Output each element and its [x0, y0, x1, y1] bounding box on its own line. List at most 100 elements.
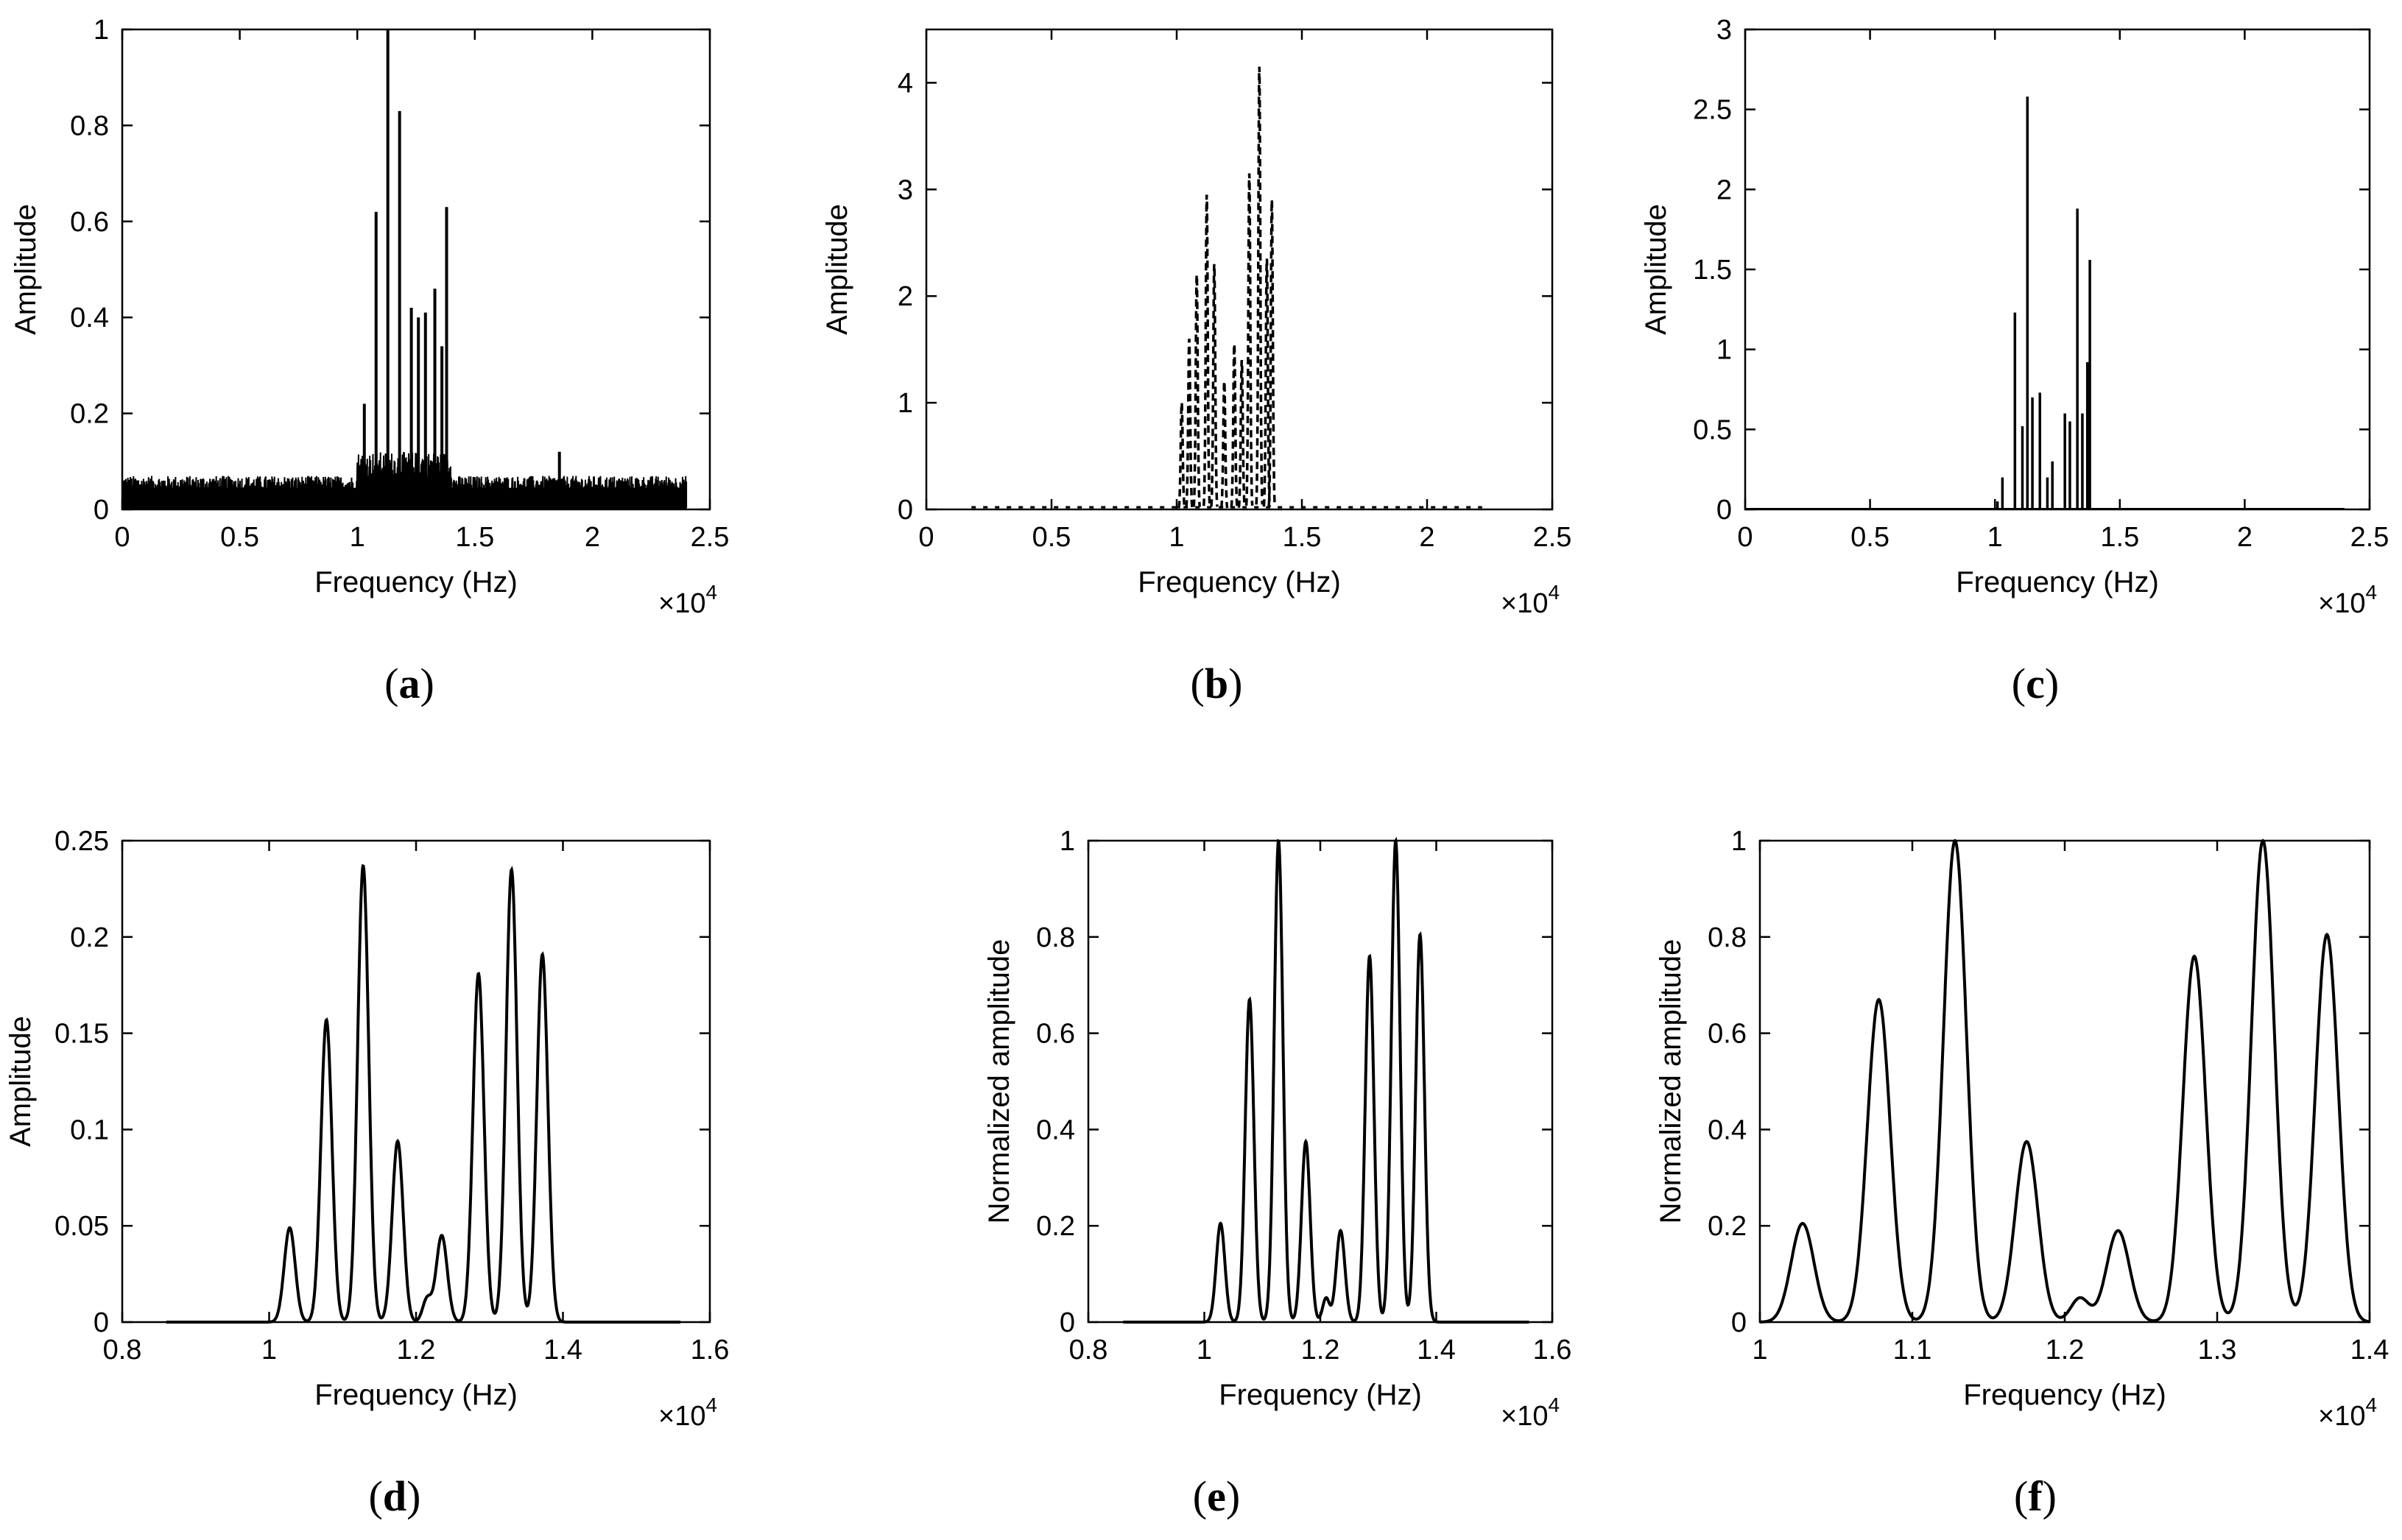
- x-tick-label: 0.5: [220, 522, 259, 553]
- panel-label-open: (: [2012, 660, 2026, 707]
- panel-label: (d): [369, 1472, 421, 1520]
- x-tick-label: 1.3: [2198, 1335, 2237, 1366]
- x-tick-label: 1.2: [2046, 1335, 2085, 1366]
- x-tick-label: 0: [918, 522, 934, 553]
- spectral-lobe: [1202, 194, 1211, 506]
- chart-panel-b: 0 0.5 1 1.5 2 2.5 0 1 2 3 4 Frequency (Hz) Amplitude…: [821, 28, 1572, 707]
- x-tick-label: 1.4: [2350, 1335, 2389, 1366]
- x-tick-label: 2.5: [1533, 522, 1572, 553]
- y-tick-label: 0.6: [1036, 1019, 1075, 1050]
- noise-floor: [122, 487, 687, 509]
- x-multiplier: ×104: [658, 1394, 717, 1432]
- x-tick-label: 1.6: [691, 1335, 730, 1366]
- y-axis-label: Amplitude: [4, 1016, 37, 1147]
- spectral-lobe: [1267, 199, 1277, 506]
- spectral-lobe: [1192, 275, 1202, 507]
- y-tick-label: 1: [1716, 335, 1732, 366]
- y-tick-label: 0: [1060, 1307, 1075, 1338]
- x-tick-label: 1: [1169, 522, 1184, 553]
- y-tick-label: 3: [898, 174, 913, 205]
- y-tick-label: 0: [1716, 495, 1732, 526]
- panel-label: (a): [384, 660, 434, 707]
- panel-label-letter: f: [2028, 1472, 2043, 1520]
- y-tick-label: 2.5: [1693, 95, 1732, 126]
- spectral-lobe: [1177, 402, 1186, 509]
- x-tick-label: 1: [350, 522, 365, 553]
- x-multiplier-exponent: 4: [2365, 1394, 2377, 1416]
- panel-label-close: ): [1228, 660, 1242, 707]
- chart-panel-f: 1 1.1 1.2 1.3 1.4 0 0.2 0.4 0.6 0.8 1 Frequency (Hz…: [1655, 826, 2389, 1520]
- spectrum-curve: [1760, 838, 2370, 1324]
- x-tick-label: 1: [1752, 1335, 1767, 1366]
- x-tick-label: 1.5: [2100, 522, 2139, 553]
- x-axis-label: Frequency (Hz): [1963, 1379, 2166, 1411]
- x-tick-label: 1.1: [1893, 1335, 1932, 1366]
- x-multiplier: ×104: [2318, 581, 2377, 619]
- x-tick-label: 1: [261, 1335, 277, 1366]
- y-tick-label: 0.25: [54, 826, 109, 857]
- x-tick-label: 1: [1987, 522, 2003, 553]
- panel-label-close: ): [406, 1472, 420, 1520]
- axes-frame: [925, 28, 1554, 511]
- y-tick-label: 0.8: [70, 110, 109, 141]
- x-multiplier-base: ×10: [2318, 588, 2365, 619]
- panel-label-close: ): [420, 660, 434, 707]
- panel-label-open: (: [369, 1472, 383, 1520]
- x-multiplier-exponent: 4: [705, 1394, 717, 1416]
- x-multiplier-exponent: 4: [2365, 581, 2377, 604]
- y-tick-label: 0.2: [70, 922, 109, 953]
- panel-label-letter: b: [1205, 660, 1228, 707]
- panel-label-open: (: [1191, 660, 1205, 707]
- y-tick-label: 0.05: [54, 1211, 109, 1242]
- panel-label-open: (: [2014, 1472, 2028, 1520]
- x-tick-label: 2: [585, 522, 600, 553]
- y-tick-label: 0.4: [70, 303, 109, 333]
- y-tick-label: 0.4: [1036, 1115, 1075, 1145]
- x-tick-label: 1.2: [397, 1335, 436, 1366]
- y-tick-label: 0.6: [1708, 1019, 1747, 1050]
- y-tick-label: 4: [898, 68, 913, 99]
- x-tick-label: 0: [1737, 522, 1753, 553]
- axes-frame: [1087, 839, 1554, 1324]
- panel-label: (e): [1193, 1472, 1240, 1520]
- spectral-lobe: [1210, 264, 1219, 507]
- axes-frame: [121, 839, 711, 1324]
- chart-panel-d: 0.8 1 1.2 1.4 1.6 0 0.05 0.1 0.15 0.2 0.25 Frequenc…: [4, 826, 729, 1520]
- x-tick-label: 1.6: [1533, 1335, 1572, 1366]
- spectral-lobe: [1244, 173, 1254, 506]
- axes-frame: [1758, 839, 2371, 1324]
- panel-label-close: ): [2045, 660, 2059, 707]
- y-tick-label: 0.6: [70, 207, 109, 238]
- x-multiplier: ×104: [2318, 1394, 2377, 1432]
- x-tick-label: 1.4: [543, 1335, 582, 1366]
- x-tick-label: 1.4: [1417, 1335, 1456, 1366]
- axes-frame: [121, 28, 711, 511]
- x-multiplier-base: ×10: [658, 1401, 705, 1432]
- x-multiplier-exponent: 4: [1548, 581, 1560, 604]
- y-tick-label: 0: [1731, 1307, 1747, 1338]
- x-axis-label: Frequency (Hz): [1956, 566, 2159, 598]
- x-axis-label: Frequency (Hz): [1138, 566, 1341, 598]
- panel-label-letter: c: [2026, 660, 2045, 707]
- chart-panel-a: 0 0.5 1 1.5 2 2.5 0 0.2 0.4 0.6 0.8 1 Frequency (Hz)…: [10, 15, 729, 707]
- y-tick-label: 0.2: [1036, 1211, 1075, 1242]
- x-multiplier-base: ×10: [1501, 588, 1548, 619]
- panel-label-letter: e: [1207, 1472, 1226, 1520]
- y-tick-label: 0: [94, 1307, 109, 1338]
- y-axis-label: Normalized amplitude: [983, 939, 1015, 1224]
- x-multiplier-exponent: 4: [705, 581, 717, 604]
- y-axis-label: Amplitude: [10, 204, 42, 335]
- y-tick-label: 0: [94, 495, 109, 526]
- panel-label: (f): [2014, 1472, 2057, 1520]
- y-tick-label: 0.5: [1693, 414, 1732, 445]
- chart-panel-c: 0 0.5 1 1.5 2 2.5 0 0.5 1 1.5 2 2.5 3 Frequency (Hz) A…: [1640, 15, 2389, 707]
- spectral-lobe: [1255, 66, 1264, 505]
- x-tick-label: 1: [1197, 1335, 1212, 1366]
- x-multiplier-base: ×10: [1501, 1401, 1548, 1432]
- x-multiplier: ×104: [1501, 581, 1560, 619]
- x-tick-label: 0: [114, 522, 130, 553]
- y-tick-label: 0.15: [54, 1019, 109, 1050]
- y-axis-label: Amplitude: [1640, 204, 1672, 335]
- x-tick-label: 0.8: [103, 1335, 142, 1366]
